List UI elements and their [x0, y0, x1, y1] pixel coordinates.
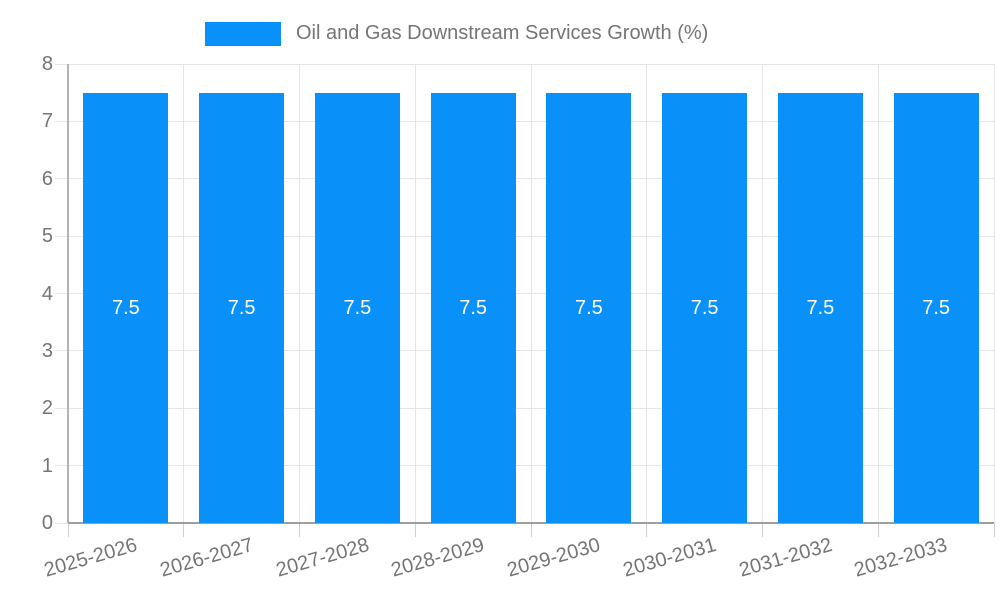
x-axis-tick	[299, 523, 300, 537]
y-axis-tick	[55, 522, 68, 524]
vertical-gridline	[993, 64, 995, 523]
bar	[314, 92, 400, 523]
bar-value-label: 7.5	[227, 296, 256, 319]
bar	[893, 92, 979, 523]
vertical-gridline	[646, 64, 648, 523]
y-tick-label: 8	[41, 53, 53, 75]
bar-value-label: 7.5	[111, 296, 140, 319]
y-axis-tick	[55, 293, 68, 294]
x-tick-label: 2027-2028	[273, 534, 372, 582]
x-axis-tick	[530, 523, 532, 537]
x-axis-tick	[877, 523, 879, 537]
vertical-gridline	[183, 64, 185, 523]
vertical-gridline	[530, 64, 532, 523]
x-tick-label: 2029-2030	[504, 534, 603, 582]
y-axis-tick	[55, 235, 68, 237]
bar-value-label: 7.5	[690, 296, 719, 319]
y-axis-tick	[55, 120, 68, 122]
y-tick-label: 1	[41, 454, 53, 477]
x-axis-tick	[646, 523, 648, 537]
x-tick-label: 2030-2031	[620, 534, 719, 582]
y-tick-label: 0	[41, 512, 53, 534]
bar	[546, 92, 632, 523]
bar-value-label: 7.5	[922, 296, 951, 319]
y-axis-tick	[55, 465, 68, 467]
bar-value-label: 7.5	[343, 296, 372, 319]
bar-value-label: 7.5	[574, 296, 603, 319]
bar	[83, 92, 169, 523]
vertical-gridline	[877, 64, 879, 523]
x-axis-line	[68, 522, 994, 524]
y-axis-tick	[55, 63, 68, 65]
y-axis-tick	[55, 407, 68, 409]
x-tick-label: 2032-2033	[852, 534, 951, 582]
y-axis-tick	[55, 178, 68, 180]
y-tick-label: 5	[41, 225, 53, 248]
vertical-gridline	[414, 64, 416, 523]
y-tick-label: 6	[41, 167, 53, 190]
x-tick-label: 2028-2029	[389, 534, 488, 582]
bar	[777, 92, 863, 523]
x-axis-tick	[993, 523, 995, 537]
vertical-gridline	[762, 64, 763, 523]
y-tick-label: 7	[41, 110, 53, 133]
x-axis-tick	[414, 523, 416, 537]
x-tick-label: 2025-2026	[41, 534, 140, 582]
bar-value-label: 7.5	[806, 296, 835, 319]
x-tick-label: 2026-2027	[157, 534, 256, 582]
bar	[430, 92, 516, 523]
bar-value-label: 7.5	[459, 296, 488, 319]
bar	[662, 92, 748, 523]
x-axis-tick	[762, 523, 763, 537]
x-axis-tick	[67, 523, 69, 537]
bar	[199, 92, 285, 523]
y-tick-label: 4	[41, 282, 53, 305]
x-tick-label: 2031-2032	[736, 534, 835, 582]
y-axis-line	[67, 64, 69, 523]
x-axis-tick	[183, 523, 185, 537]
vertical-gridline	[299, 64, 300, 523]
legend-label: Oil and Gas Downstream Services Growth (…	[296, 22, 709, 44]
y-axis-tick	[55, 350, 68, 352]
y-tick-label: 2	[41, 397, 53, 420]
legend-swatch	[205, 22, 281, 46]
y-tick-label: 3	[41, 339, 53, 362]
